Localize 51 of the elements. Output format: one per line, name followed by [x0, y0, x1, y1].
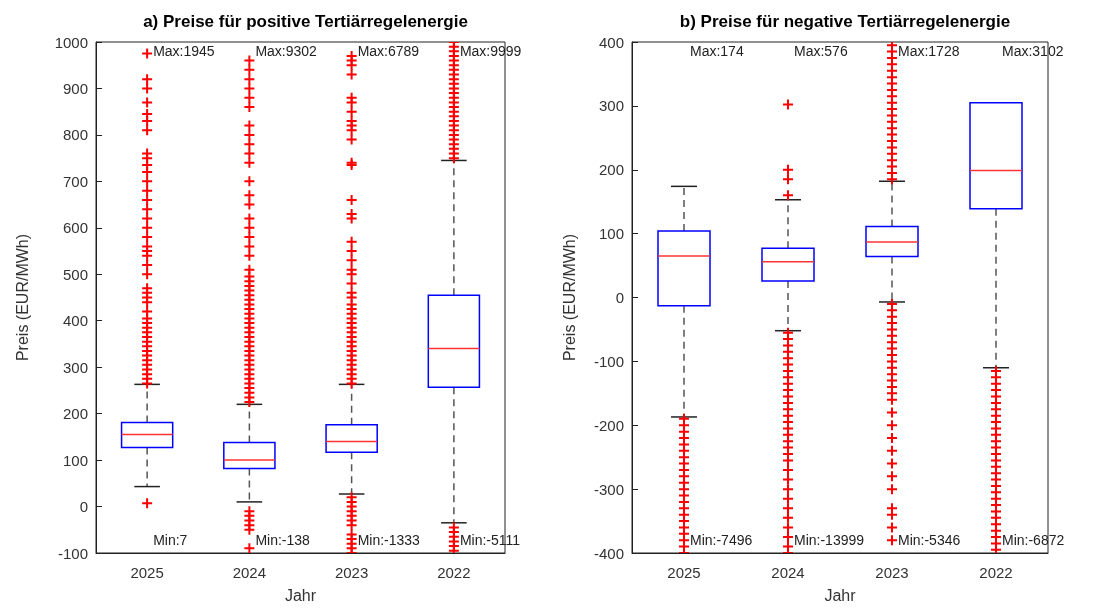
y-tick-label: 300: [598, 97, 624, 115]
chart-title: a) Preise für positive Tertiärregelenergie: [143, 12, 468, 31]
annotation: Min:-13999: [794, 532, 865, 548]
y-tick-label: 0: [79, 498, 88, 516]
annotation: Min:-5111: [459, 532, 521, 548]
annotation: Max:9999: [459, 43, 522, 59]
x-tick-label: 2022: [979, 564, 1013, 581]
annotation: Max:6789: [357, 43, 420, 59]
annotation: Min:-5346: [898, 532, 961, 548]
x-tick-label: 2024: [771, 564, 805, 581]
annotation: Min:-1333: [357, 532, 421, 548]
x-tick-label: 2025: [130, 564, 164, 581]
y-tick-label: 100: [62, 451, 88, 469]
annotation: Min:7: [153, 532, 188, 548]
y-tick-label: 600: [62, 219, 88, 237]
y-axis-title: Preis (EUR/MWh): [560, 233, 578, 362]
y-tick-label: 200: [598, 161, 624, 179]
y-tick-label: 1000: [54, 33, 88, 51]
annotation: Max:174: [690, 43, 744, 59]
annotation: Max:576: [794, 43, 848, 59]
annotation: Min:-138: [255, 532, 311, 548]
y-tick-label: 700: [62, 172, 88, 190]
x-tick-label: 2023: [875, 564, 909, 581]
y-axis-title: Preis (EUR/MWh): [13, 233, 31, 362]
chart-title: b) Preise für negative Tertiärregelenergie: [679, 12, 1011, 31]
x-tick-label: 2023: [334, 564, 369, 581]
y-tick-label: 300: [62, 358, 88, 376]
y-tick-label: -300: [593, 480, 624, 498]
x-tick-label: 2022: [437, 564, 471, 581]
x-axis-title: Jahr: [824, 586, 857, 604]
y-tick-label: 100: [598, 225, 624, 243]
annotation: Max:1728: [898, 43, 960, 59]
y-tick-label: 400: [598, 33, 624, 51]
annotation: Max:1945: [153, 43, 215, 59]
y-tick-label: 400: [62, 312, 88, 330]
y-tick-label: -100: [57, 544, 88, 562]
annotation: Min:-6872: [1002, 532, 1065, 548]
y-tick-label: -200: [593, 416, 624, 434]
y-tick-label: 200: [62, 405, 88, 423]
annotation: Max:9302: [255, 43, 318, 59]
y-tick-label: -100: [593, 352, 624, 370]
annotation: Max:3102: [1002, 43, 1064, 59]
y-tick-label: 800: [62, 126, 88, 144]
x-axis-title: Jahr: [284, 586, 317, 604]
x-tick-label: 2024: [232, 564, 267, 581]
annotation: Min:-7496: [690, 532, 753, 548]
x-tick-label: 2025: [667, 564, 701, 581]
y-tick-label: -400: [593, 544, 624, 562]
y-tick-label: 900: [62, 79, 88, 97]
y-tick-label: 0: [615, 289, 624, 306]
y-tick-label: 500: [62, 265, 88, 283]
